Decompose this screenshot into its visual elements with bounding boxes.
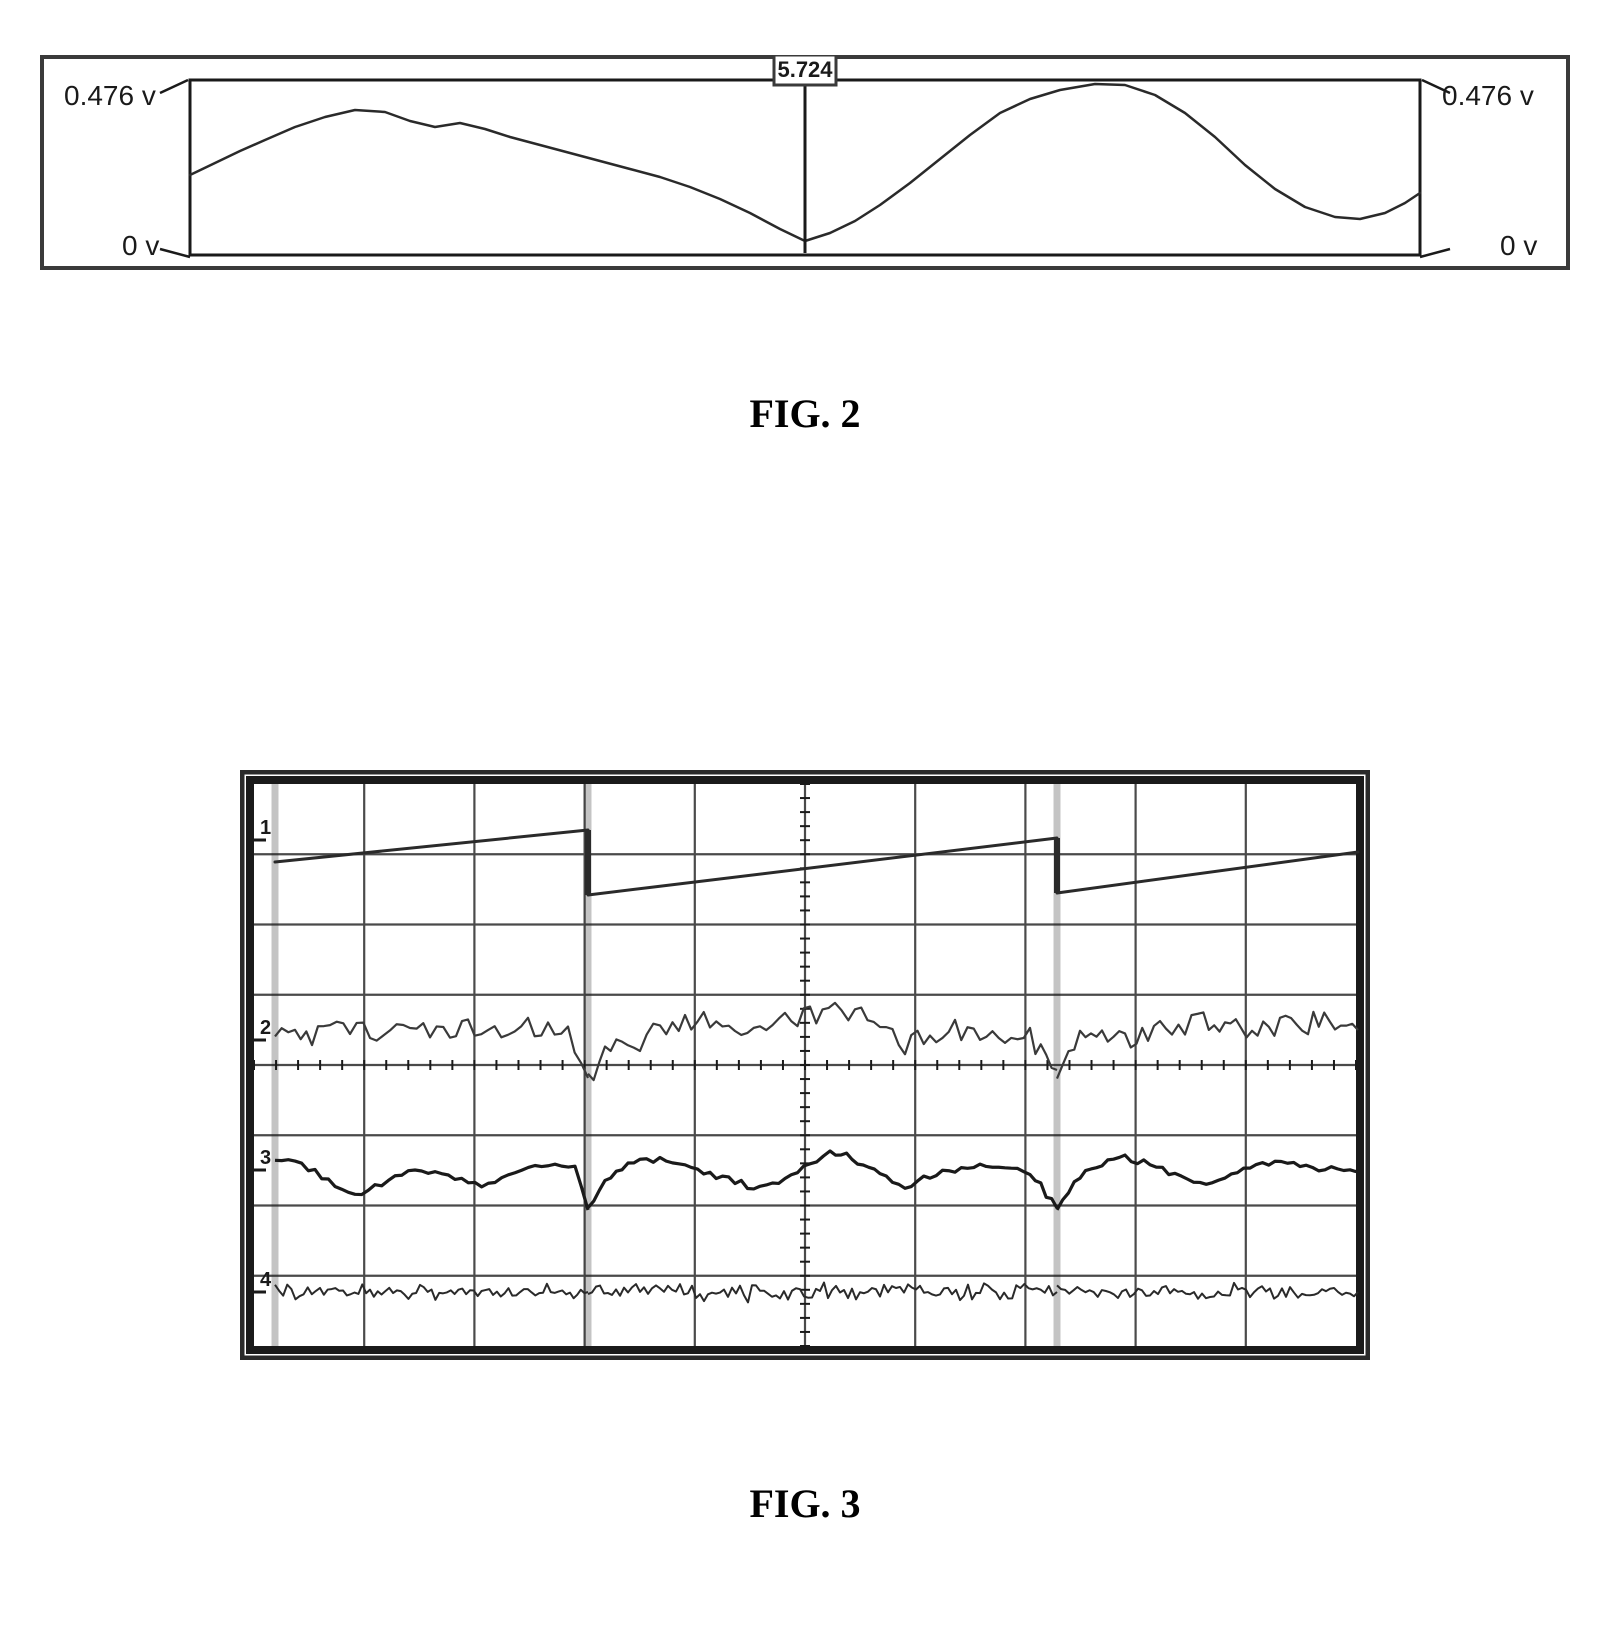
- svg-text:4: 4: [260, 1269, 272, 1291]
- svg-text:2: 2: [260, 1017, 271, 1039]
- fig3-caption: FIG. 3: [0, 1480, 1610, 1527]
- svg-text:3: 3: [260, 1147, 271, 1169]
- svg-text:0 v: 0 v: [1500, 230, 1537, 261]
- fig3-plot: 1 2 3 4: [240, 770, 1370, 1360]
- fig2-plot: 5.724 0.476 v 0 v 0.476 v 0 v: [40, 55, 1570, 270]
- svg-text:0.476 v: 0.476 v: [1442, 80, 1534, 111]
- svg-text:0 v: 0 v: [122, 230, 159, 261]
- svg-text:1: 1: [260, 817, 271, 839]
- svg-text:0.476 v: 0.476 v: [64, 80, 156, 111]
- svg-text:5.724: 5.724: [777, 57, 833, 82]
- fig2-caption: FIG. 2: [0, 390, 1610, 437]
